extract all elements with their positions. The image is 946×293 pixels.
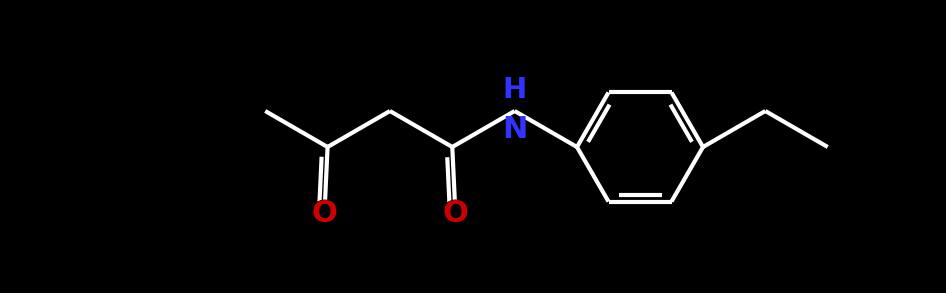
Text: H: H	[502, 76, 527, 104]
Text: N: N	[502, 115, 527, 144]
Circle shape	[443, 200, 468, 226]
Circle shape	[311, 200, 338, 226]
Text: O: O	[311, 199, 338, 228]
Text: O: O	[443, 199, 468, 228]
